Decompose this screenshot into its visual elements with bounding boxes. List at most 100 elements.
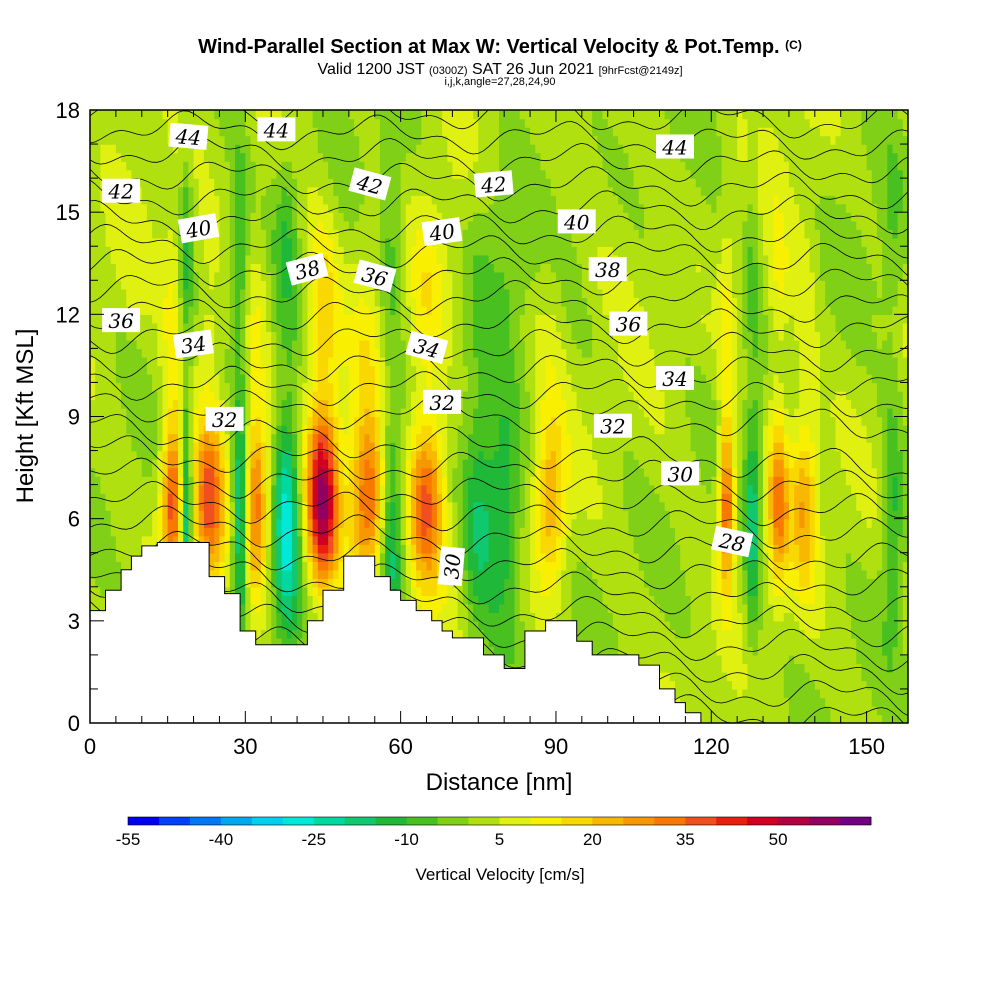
field-cell — [121, 425, 127, 435]
field-cell — [260, 510, 267, 520]
field-cell — [379, 118, 386, 128]
field-cell — [410, 356, 417, 367]
field-cell — [410, 459, 417, 469]
field-cell — [255, 382, 262, 392]
field-cell — [131, 493, 138, 503]
field-cell — [131, 203, 138, 213]
field-cell — [105, 135, 112, 145]
field-cell — [416, 178, 423, 188]
field-cell — [317, 220, 324, 230]
field-cell — [178, 425, 184, 435]
field-cell — [281, 254, 288, 264]
field-cell — [385, 305, 391, 316]
field-cell — [100, 271, 107, 281]
field-cell — [105, 544, 112, 554]
field-cell — [405, 595, 412, 605]
field-cell — [286, 578, 293, 588]
field-cell — [100, 459, 107, 469]
field-cell — [379, 476, 386, 486]
field-cell — [374, 237, 381, 247]
field-cell — [115, 484, 122, 494]
field-cell — [374, 152, 381, 162]
field-cell — [416, 195, 423, 205]
field-cell — [410, 203, 417, 213]
field-cell — [178, 144, 184, 154]
field-cell — [110, 203, 117, 213]
field-cell — [224, 433, 231, 443]
field-cell — [436, 314, 443, 324]
field-cell — [203, 288, 210, 298]
field-cell — [131, 373, 138, 384]
field-cell — [152, 263, 159, 273]
field-cell — [90, 416, 96, 426]
field-cell — [260, 518, 267, 528]
field-cell — [348, 339, 355, 350]
field-cell — [183, 450, 190, 460]
field-cell — [162, 407, 169, 418]
field-cell — [234, 476, 241, 486]
field-cell — [178, 195, 184, 205]
field-cell — [141, 442, 148, 452]
field-cell — [95, 365, 102, 375]
field-cell — [234, 127, 241, 137]
field-cell — [100, 493, 107, 503]
field-cell — [214, 322, 221, 333]
field-cell — [209, 365, 215, 375]
field-cell — [172, 195, 179, 205]
field-cell — [374, 135, 381, 145]
field-cell — [395, 510, 402, 520]
field-cell — [183, 407, 190, 418]
field-cell — [224, 373, 231, 384]
field-cell — [385, 110, 391, 120]
field-cell — [317, 612, 324, 622]
field-cell — [90, 271, 96, 281]
field-cell — [348, 373, 355, 384]
field-cell — [354, 365, 360, 375]
field-cell — [172, 467, 179, 477]
field-cell — [229, 135, 236, 145]
field-cell — [281, 552, 288, 562]
field-cell — [115, 450, 122, 460]
field-cell — [115, 476, 122, 486]
field-cell — [121, 442, 127, 452]
field-cell — [343, 237, 350, 247]
field-cell — [291, 382, 298, 392]
field-cell — [421, 212, 428, 222]
field-cell — [390, 305, 397, 316]
field-cell — [431, 178, 438, 188]
field-cell — [152, 161, 159, 171]
field-cell — [348, 195, 355, 205]
field-cell — [121, 527, 127, 537]
field-cell — [338, 425, 345, 435]
field-cell — [240, 603, 247, 614]
field-cell — [426, 271, 433, 281]
field-cell — [281, 314, 288, 324]
field-cell — [250, 603, 257, 614]
field-cell — [416, 144, 423, 154]
field-cell — [348, 305, 355, 316]
field-cell — [286, 339, 293, 350]
field-cell — [343, 442, 350, 452]
field-cell — [291, 373, 298, 384]
field-cell — [245, 612, 252, 622]
field-cell — [152, 459, 159, 469]
field-cell — [416, 476, 423, 486]
field-cell — [193, 450, 200, 460]
field-cell — [157, 527, 164, 537]
field-cell — [297, 527, 303, 537]
field-cell — [369, 195, 376, 205]
field-cell — [322, 331, 329, 341]
field-cell — [369, 467, 376, 477]
field-cell — [379, 407, 386, 418]
field-cell — [115, 280, 122, 290]
field-cell — [317, 127, 324, 137]
field-cell — [328, 425, 335, 435]
field-cell — [157, 331, 164, 341]
field-cell — [110, 356, 117, 367]
field-cell — [281, 569, 288, 579]
field-cell — [131, 365, 138, 375]
field-cell — [359, 442, 366, 452]
field-cell — [416, 229, 423, 239]
field-cell — [410, 425, 417, 435]
field-cell — [374, 322, 381, 333]
